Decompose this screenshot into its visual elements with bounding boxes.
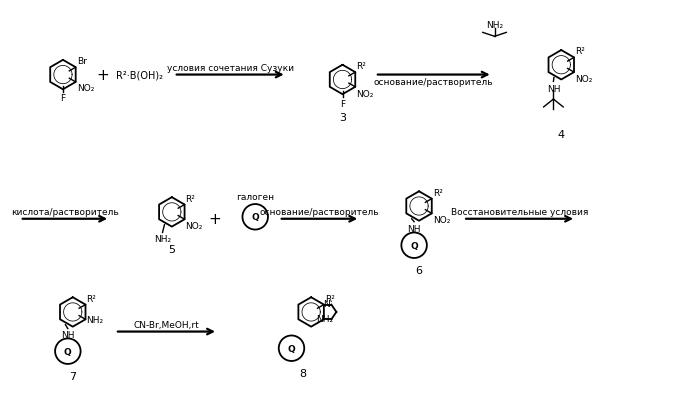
Text: Q: Q [252, 213, 259, 222]
Text: NO₂: NO₂ [77, 84, 94, 93]
Text: 5: 5 [168, 244, 175, 255]
Text: R²: R² [87, 294, 96, 303]
Text: Q: Q [410, 241, 418, 250]
Text: 7: 7 [69, 371, 76, 381]
Text: R²: R² [575, 47, 585, 56]
Text: Q: Q [64, 347, 72, 356]
Text: Восстановительные условия: Восстановительные условия [451, 207, 589, 216]
Text: R²·B(OH)₂: R²·B(OH)₂ [116, 70, 163, 81]
Text: основание/растворитель: основание/растворитель [374, 77, 493, 86]
Text: Br: Br [77, 57, 87, 66]
Text: NH₂: NH₂ [154, 235, 171, 244]
Text: NH₂: NH₂ [87, 315, 103, 324]
Text: 3: 3 [339, 113, 346, 123]
Text: F: F [340, 100, 345, 109]
Text: NO₂: NO₂ [185, 222, 203, 230]
Text: NO₂: NO₂ [575, 75, 592, 84]
Text: NO₂: NO₂ [356, 90, 373, 99]
Text: R²: R² [433, 188, 442, 197]
Text: R²: R² [185, 194, 196, 203]
Text: кислота/растворитель: кислота/растворитель [11, 207, 119, 216]
Text: R²: R² [356, 62, 366, 71]
Text: NH₂: NH₂ [317, 314, 333, 323]
Text: R²: R² [325, 294, 335, 303]
Text: галоген: галоген [236, 192, 274, 202]
Text: Q: Q [287, 344, 296, 353]
Text: CN-Br,MeOH,rt: CN-Br,MeOH,rt [134, 320, 199, 329]
Text: 6: 6 [415, 265, 422, 275]
Text: NO₂: NO₂ [433, 216, 450, 225]
Text: условия сочетания Сузуки: условия сочетания Сузуки [166, 64, 294, 72]
Text: 4: 4 [558, 129, 565, 139]
Text: NH: NH [547, 85, 560, 94]
Text: основание/растворитель: основание/растворитель [259, 207, 380, 216]
Text: NH: NH [61, 330, 75, 339]
Text: NH: NH [408, 224, 421, 233]
Text: N: N [323, 299, 329, 309]
Text: 8: 8 [300, 368, 307, 378]
Text: +: + [96, 68, 110, 83]
Text: +: + [208, 212, 222, 227]
Text: F: F [60, 94, 66, 103]
Text: NH₂: NH₂ [486, 21, 503, 30]
